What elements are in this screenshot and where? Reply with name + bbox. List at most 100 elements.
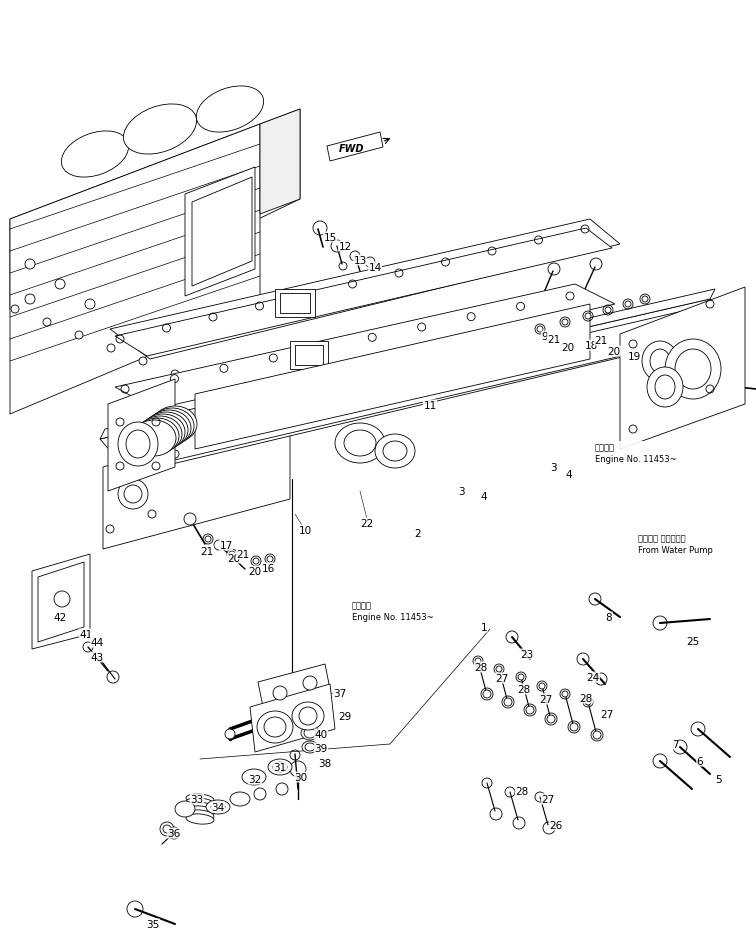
Circle shape xyxy=(273,686,287,701)
Text: 18: 18 xyxy=(584,341,598,350)
Text: 31: 31 xyxy=(274,763,287,772)
Polygon shape xyxy=(38,563,84,643)
Polygon shape xyxy=(192,178,252,287)
Ellipse shape xyxy=(186,802,214,812)
Text: 8: 8 xyxy=(606,612,612,623)
Ellipse shape xyxy=(135,419,179,454)
Circle shape xyxy=(205,536,211,543)
Circle shape xyxy=(203,384,211,391)
Circle shape xyxy=(570,724,578,731)
Ellipse shape xyxy=(273,763,287,772)
Text: 適用号等
Engine No. 11453~: 適用号等 Engine No. 11453~ xyxy=(595,443,677,464)
Polygon shape xyxy=(627,309,700,418)
Circle shape xyxy=(229,551,235,558)
Text: 28: 28 xyxy=(579,693,593,704)
Circle shape xyxy=(504,698,512,706)
Text: 32: 32 xyxy=(249,774,262,784)
Polygon shape xyxy=(620,288,745,449)
Polygon shape xyxy=(185,168,255,297)
Bar xyxy=(280,293,310,313)
Circle shape xyxy=(171,370,179,379)
Circle shape xyxy=(483,690,491,698)
Text: 10: 10 xyxy=(299,526,311,535)
Text: 12: 12 xyxy=(339,242,352,251)
Bar xyxy=(290,342,328,369)
Ellipse shape xyxy=(257,711,293,744)
Circle shape xyxy=(85,300,95,309)
Text: 6: 6 xyxy=(697,756,703,766)
Ellipse shape xyxy=(186,810,214,821)
Circle shape xyxy=(253,559,259,565)
Circle shape xyxy=(537,327,543,332)
Text: 20: 20 xyxy=(228,553,240,564)
Text: 4: 4 xyxy=(481,491,488,502)
Circle shape xyxy=(593,731,601,739)
Ellipse shape xyxy=(268,759,292,775)
Text: 14: 14 xyxy=(368,263,382,272)
Circle shape xyxy=(303,676,317,690)
Polygon shape xyxy=(115,285,615,409)
Ellipse shape xyxy=(118,423,158,466)
Ellipse shape xyxy=(225,729,235,739)
Text: 29: 29 xyxy=(339,711,352,722)
Circle shape xyxy=(75,331,83,340)
Ellipse shape xyxy=(138,417,182,452)
Text: 42: 42 xyxy=(54,612,67,623)
Polygon shape xyxy=(10,109,300,320)
Text: 41: 41 xyxy=(79,629,93,640)
Circle shape xyxy=(25,260,35,269)
Ellipse shape xyxy=(206,801,230,814)
Text: 27: 27 xyxy=(495,673,509,684)
Circle shape xyxy=(526,706,534,714)
Circle shape xyxy=(475,659,481,664)
Polygon shape xyxy=(260,109,300,215)
Circle shape xyxy=(642,297,648,303)
Text: 20: 20 xyxy=(249,566,262,576)
Ellipse shape xyxy=(123,105,197,155)
Text: 5: 5 xyxy=(714,774,721,784)
Text: 30: 30 xyxy=(294,772,308,783)
Polygon shape xyxy=(250,684,335,752)
Circle shape xyxy=(106,526,114,533)
Bar xyxy=(295,346,323,366)
Polygon shape xyxy=(115,228,612,357)
Ellipse shape xyxy=(211,803,225,811)
Ellipse shape xyxy=(675,349,711,389)
Text: 44: 44 xyxy=(91,637,104,647)
Ellipse shape xyxy=(186,794,214,804)
Ellipse shape xyxy=(375,434,415,468)
Ellipse shape xyxy=(299,707,317,725)
Text: 15: 15 xyxy=(324,232,336,243)
Ellipse shape xyxy=(301,726,319,741)
Text: 20: 20 xyxy=(607,347,621,357)
Circle shape xyxy=(148,510,156,519)
Circle shape xyxy=(163,825,171,833)
Text: 2: 2 xyxy=(415,528,421,539)
Ellipse shape xyxy=(150,408,194,445)
Text: 9: 9 xyxy=(542,331,548,342)
Text: 33: 33 xyxy=(191,794,203,804)
Polygon shape xyxy=(10,125,260,414)
Ellipse shape xyxy=(302,742,318,753)
Text: 11: 11 xyxy=(423,401,437,410)
Text: 37: 37 xyxy=(333,688,346,698)
Text: 25: 25 xyxy=(686,636,699,646)
Text: 24: 24 xyxy=(587,672,600,683)
Circle shape xyxy=(139,358,147,366)
Ellipse shape xyxy=(186,806,214,816)
Ellipse shape xyxy=(655,376,675,400)
Polygon shape xyxy=(258,664,330,707)
Text: 23: 23 xyxy=(520,649,534,660)
Text: 21: 21 xyxy=(237,549,249,560)
Circle shape xyxy=(235,397,243,405)
Ellipse shape xyxy=(153,407,197,443)
Circle shape xyxy=(267,556,273,563)
Circle shape xyxy=(55,280,65,289)
Ellipse shape xyxy=(647,367,683,407)
Text: 16: 16 xyxy=(262,564,274,573)
Polygon shape xyxy=(327,133,383,162)
Text: 適用号等
Engine No. 11453~: 適用号等 Engine No. 11453~ xyxy=(352,601,434,621)
Polygon shape xyxy=(108,380,175,491)
Polygon shape xyxy=(103,414,290,549)
Text: 13: 13 xyxy=(353,256,367,266)
